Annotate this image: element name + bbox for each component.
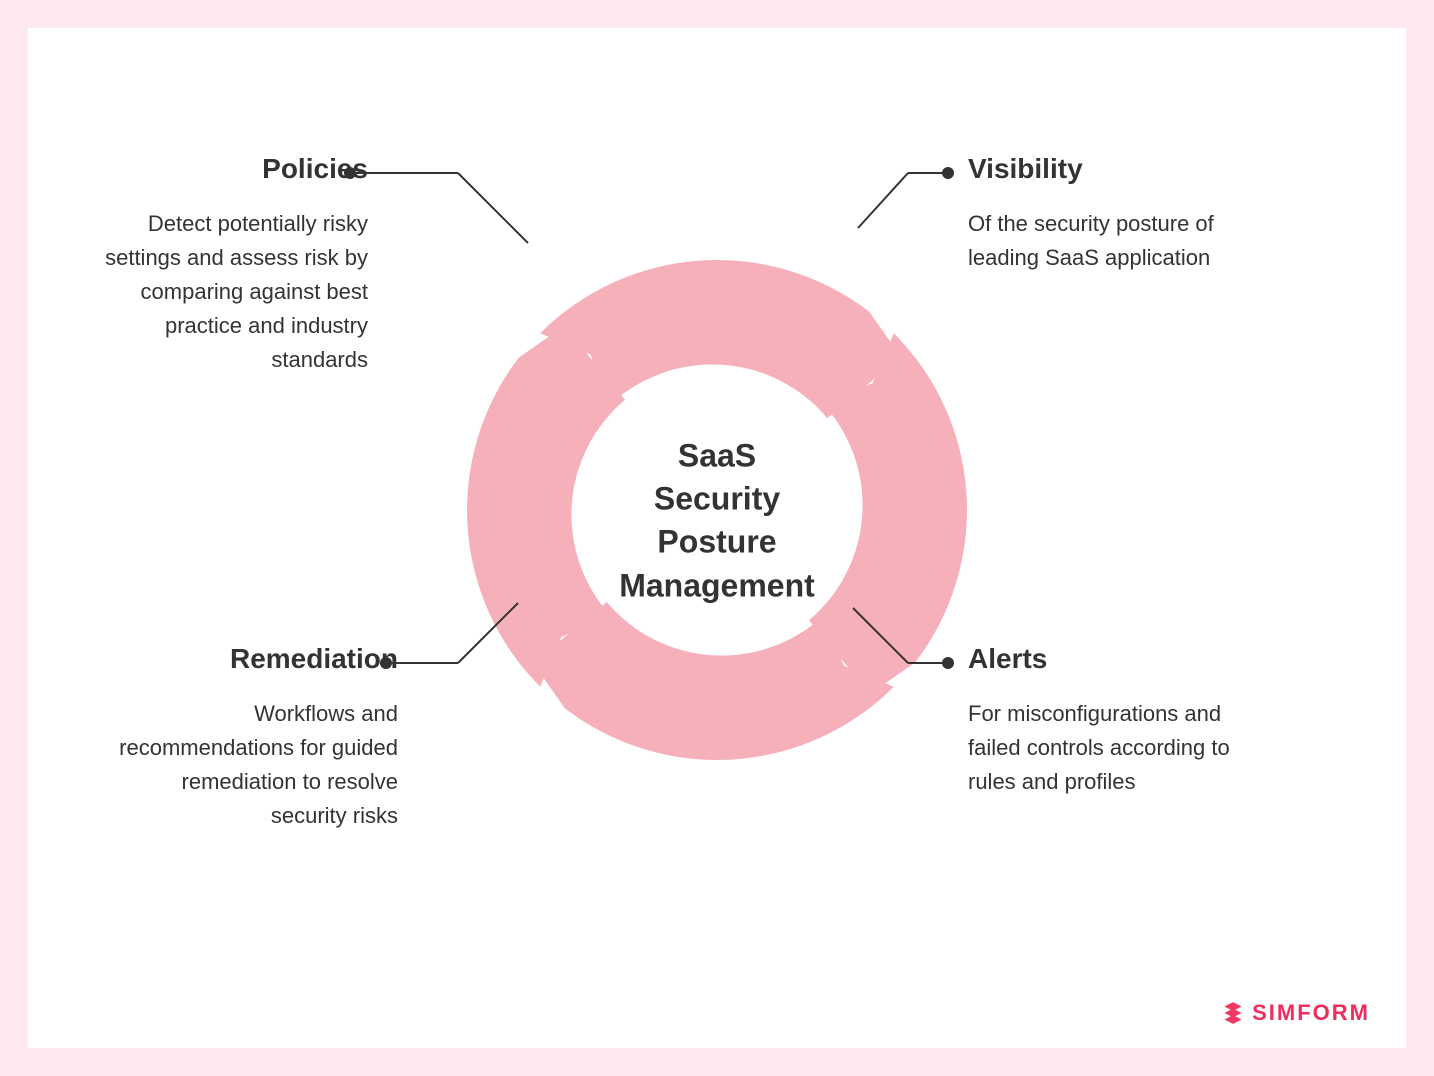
center-title-text: SaaS Security Posture Management [619, 437, 815, 603]
simform-icon [1220, 1000, 1246, 1026]
brand-logo: SIMFORM [1220, 1000, 1370, 1026]
visibility-title: Visibility [968, 153, 1248, 185]
diagram-frame: SaaS Security Posture Management Policie… [28, 28, 1406, 1048]
visibility-body: Of the security posture of leading SaaS … [968, 207, 1248, 275]
alerts-body: For misconfigurations and failed control… [968, 697, 1248, 799]
remediation-title: Remediation [118, 643, 398, 675]
segment-remediation: Remediation Workflows and recommendation… [118, 643, 398, 833]
segment-policies: Policies Detect potentially risky settin… [88, 153, 368, 377]
policies-body: Detect potentially risky settings and as… [88, 207, 368, 377]
brand-name: SIMFORM [1252, 1000, 1370, 1026]
remediation-body: Workflows and recommendations for guided… [118, 697, 398, 833]
segment-visibility: Visibility Of the security posture of le… [968, 153, 1248, 275]
policies-title: Policies [88, 153, 368, 185]
alerts-title: Alerts [968, 643, 1248, 675]
center-title: SaaS Security Posture Management [597, 434, 837, 607]
segment-alerts: Alerts For misconfigurations and failed … [968, 643, 1248, 799]
